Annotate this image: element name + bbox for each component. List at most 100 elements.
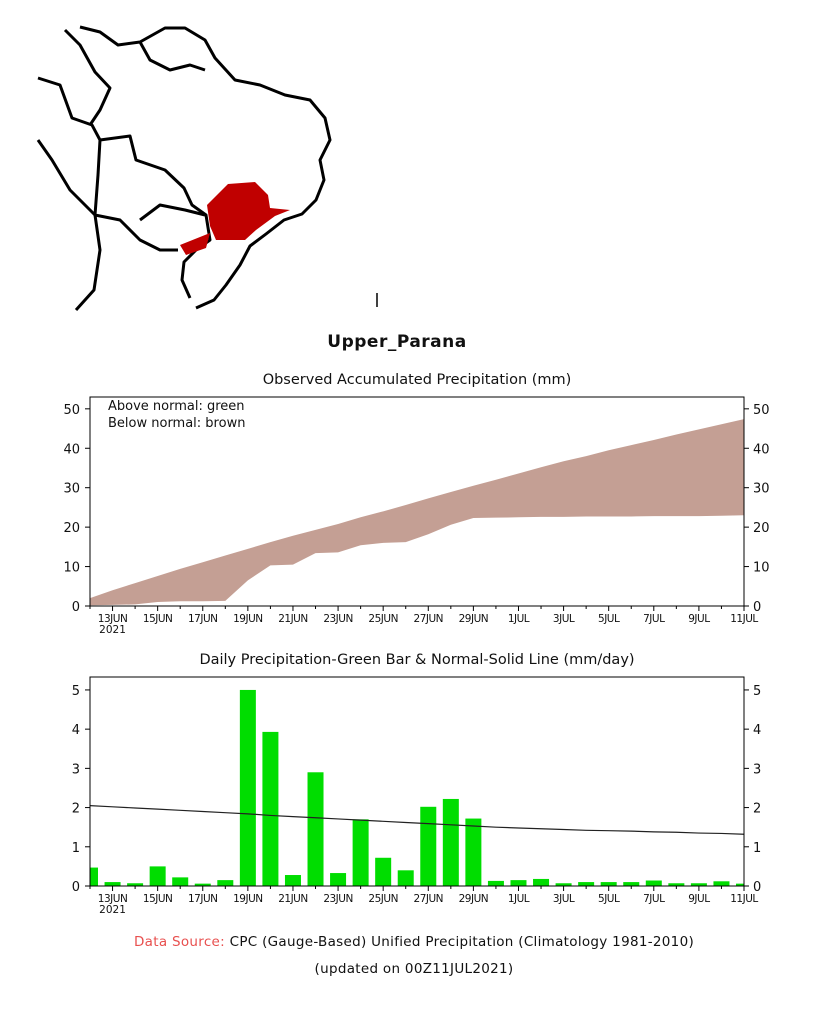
daily-bar	[645, 880, 662, 886]
daily-bar	[149, 866, 166, 886]
daily-bar	[104, 882, 121, 886]
x-tick-label: 23JUN	[323, 613, 353, 625]
y-tick-label-right: 3	[753, 762, 761, 777]
daily-bar	[194, 883, 211, 886]
plot-frame	[89, 676, 745, 887]
x-tick-label: 9JUL	[688, 613, 710, 625]
y-tick-label-right: 2	[753, 802, 761, 817]
y-tick-label-left: 5	[72, 684, 80, 699]
below-normal-area	[90, 419, 744, 606]
map-border-north	[63, 28, 112, 126]
x-year-label: 2021	[99, 624, 126, 636]
chart-title: Observed Accumulated Precipitation (mm)	[263, 372, 572, 388]
daily-bar	[465, 818, 482, 886]
map-border-bolivia	[93, 139, 178, 252]
y-tick-label-right: 40	[753, 442, 770, 457]
y-tick-label-left: 10	[63, 561, 80, 576]
x-tick-label: 21JUN	[278, 893, 308, 905]
region-title: Upper_Parana	[327, 332, 467, 352]
y-tick-label-left: 0	[72, 880, 80, 895]
y-tick-label-right: 10	[753, 561, 770, 576]
x-tick-label: 29JUN	[459, 613, 489, 625]
x-tick-label: 21JUN	[278, 613, 308, 625]
x-tick-label: 29JUN	[459, 893, 489, 905]
y-tick-label-right: 50	[753, 403, 770, 418]
daily-bar	[217, 880, 234, 886]
y-tick-label-right: 1	[753, 841, 761, 856]
y-tick-label-left: 1	[72, 841, 80, 856]
daily-bar	[713, 881, 730, 886]
daily-bar	[533, 878, 550, 886]
data-source-text: CPC (Gauge-Based) Unified Precipitation …	[229, 934, 695, 950]
y-tick-label-left: 0	[72, 600, 80, 615]
daily-bar	[239, 689, 256, 886]
daily-bar	[330, 873, 347, 886]
map-highlight-strip	[180, 233, 210, 255]
x-tick-label: 13JUN	[98, 893, 128, 905]
x-tick-label: 23JUN	[323, 893, 353, 905]
x-tick-label: 5JUL	[598, 893, 620, 905]
daily-bar	[307, 772, 324, 886]
normal-line	[89, 805, 745, 835]
x-tick-label: 1JUL	[508, 613, 530, 625]
daily-bar	[262, 731, 279, 886]
map-border-brazil-west	[37, 76, 212, 299]
data-source: Data Source: CPC (Gauge-Based) Unified P…	[0, 934, 828, 950]
daily-bar	[442, 798, 459, 886]
daily-bar	[510, 880, 527, 886]
region-map	[36, 25, 378, 312]
daily-bar	[736, 883, 744, 886]
daily-bar	[420, 806, 437, 886]
x-tick-label: 17JUN	[188, 893, 218, 905]
map-border-guianas	[138, 41, 206, 72]
daily-bar	[600, 882, 617, 886]
x-tick-label: 3JUL	[553, 893, 575, 905]
x-tick-label: 27JUN	[414, 893, 444, 905]
x-tick-label: 19JUN	[233, 893, 263, 905]
y-tick-label-right: 5	[753, 684, 761, 699]
y-tick-label-left: 4	[72, 723, 80, 738]
x-tick-label: 27JUN	[414, 613, 444, 625]
y-tick-label-right: 0	[753, 880, 761, 895]
x-tick-label: 15JUN	[143, 893, 173, 905]
daily-bar	[90, 867, 98, 886]
x-tick-label: 17JUN	[188, 613, 218, 625]
x-tick-label: 13JUN	[98, 613, 128, 625]
y-tick-label-right: 0	[753, 600, 761, 615]
x-tick-label: 19JUN	[233, 613, 263, 625]
y-tick-label-left: 30	[63, 482, 80, 497]
map-highlight-region	[207, 182, 290, 240]
x-tick-label: 5JUL	[598, 613, 620, 625]
x-tick-label: 3JUL	[553, 613, 575, 625]
x-year-label: 2021	[99, 904, 126, 916]
x-tick-label: 25JUN	[368, 893, 398, 905]
daily-bar	[623, 882, 640, 886]
plot-frame	[89, 396, 745, 607]
legend-above: Above normal: green	[108, 399, 245, 414]
updated-text: (updated on 00Z11JUL2021)	[314, 961, 514, 977]
daily-bar	[172, 877, 189, 886]
x-tick-label: 11JUL	[730, 893, 758, 905]
x-tick-label: 7JUL	[643, 893, 665, 905]
x-tick-label: 25JUN	[368, 613, 398, 625]
y-tick-label-left: 2	[72, 802, 80, 817]
y-tick-label-right: 20	[753, 521, 770, 536]
daily-bar	[668, 883, 685, 886]
legend-below: Below normal: brown	[108, 416, 245, 431]
y-tick-label-left: 3	[72, 762, 80, 777]
x-tick-label: 1JUL	[508, 893, 530, 905]
daily-bar	[487, 880, 504, 886]
daily-bar	[284, 875, 301, 886]
daily-bar	[397, 870, 414, 886]
daily-bar	[127, 883, 144, 886]
x-tick-label: 7JUL	[643, 613, 665, 625]
y-tick-label-left: 20	[63, 521, 80, 536]
daily-bar	[578, 882, 595, 886]
map-coastline-east	[79, 25, 332, 310]
data-source-label: Data Source:	[133, 934, 226, 950]
y-tick-label-right: 4	[753, 723, 761, 738]
map-border-paraguay	[139, 203, 206, 222]
daily-bar	[555, 883, 572, 886]
y-tick-label-left: 40	[63, 442, 80, 457]
